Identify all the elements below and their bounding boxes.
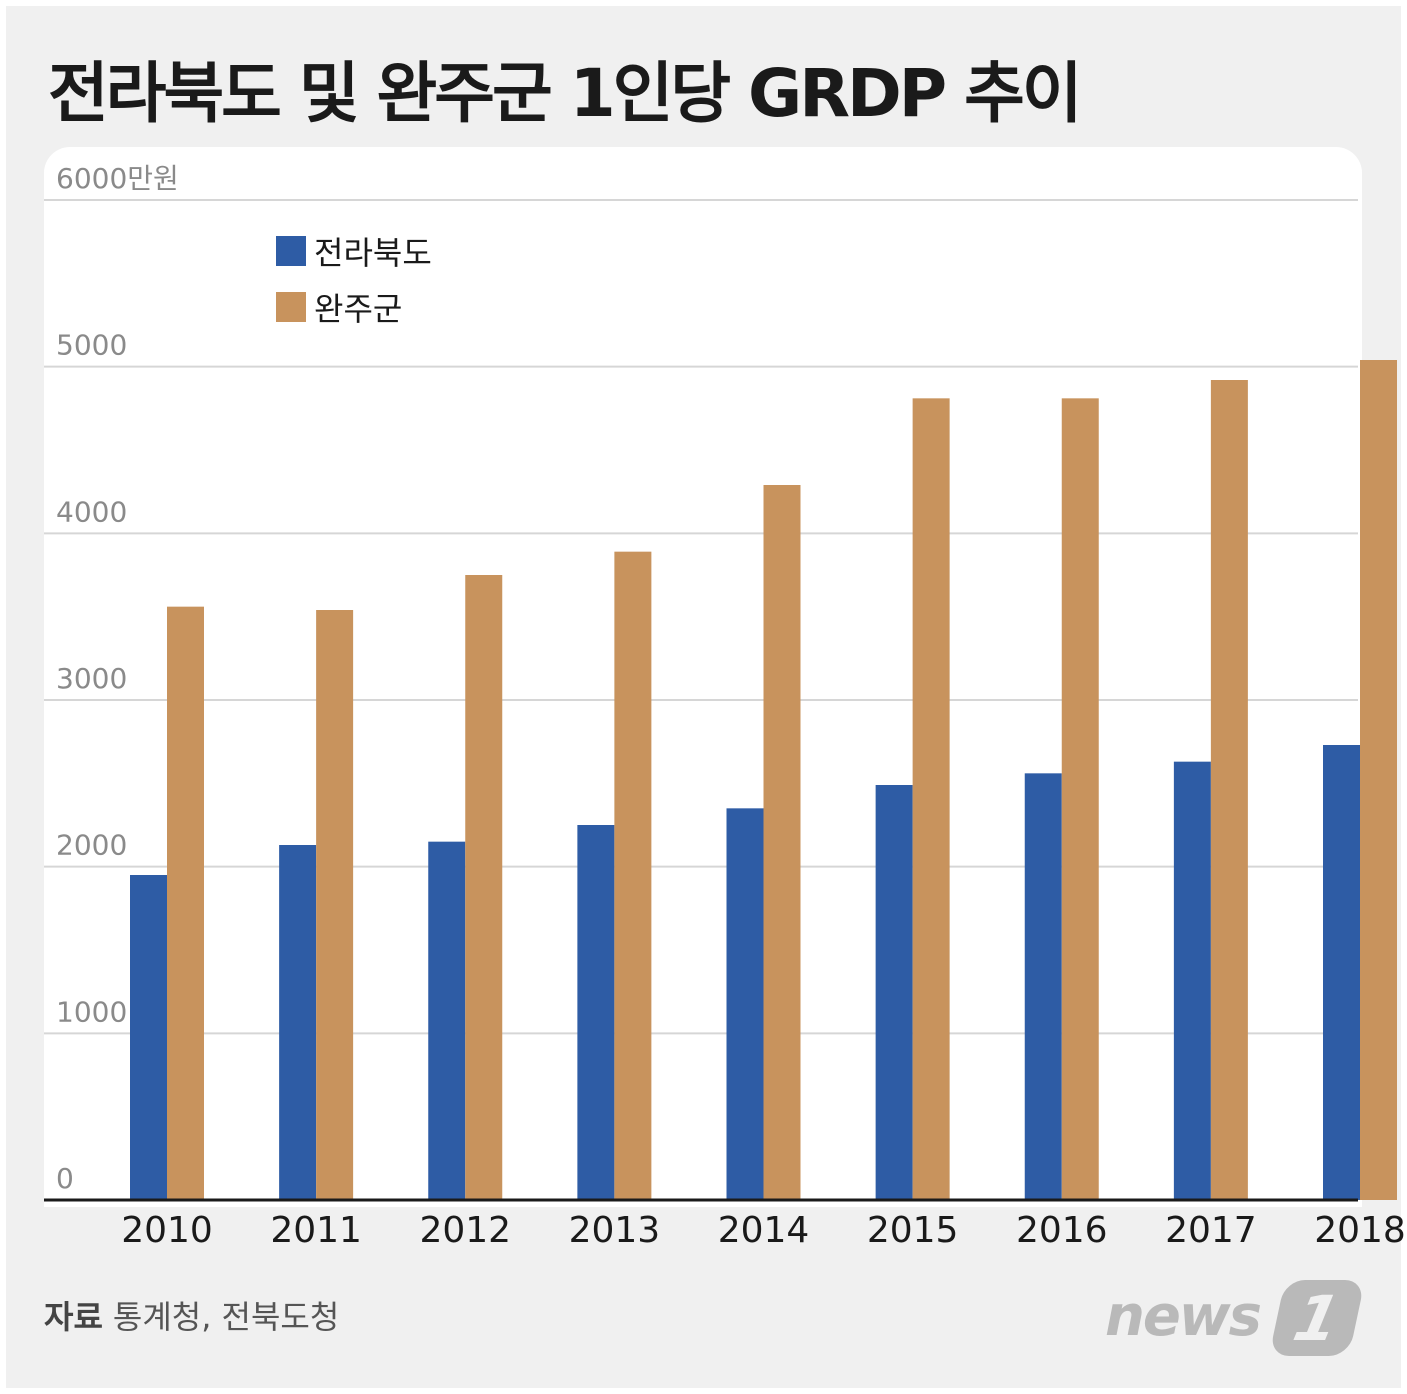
y-tick-label: 0 (56, 1162, 74, 1195)
source-label: 자료 (44, 1298, 103, 1336)
bar-jeonbuk (428, 841, 466, 1200)
x-tick-label: 2015 (867, 1210, 959, 1251)
y-tick-label: 6000만원 (56, 162, 179, 195)
x-tick-label: 2011 (270, 1210, 362, 1251)
bar-wanju (167, 606, 204, 1200)
bar-jeonbuk (577, 825, 615, 1200)
bar-jeonbuk (875, 785, 913, 1200)
chart-title: 전라북도 및 완주군 1인당 GRDP 추이 (48, 55, 1083, 132)
legend-swatch (276, 236, 306, 266)
y-tick-label: 4000 (56, 495, 127, 528)
y-tick-label: 2000 (56, 829, 127, 862)
y-tick-label: 5000 (56, 329, 127, 362)
legend-label: 완주군 (314, 290, 402, 328)
bar-jeonbuk (1323, 745, 1360, 1200)
x-tick-label: 2018 (1314, 1210, 1406, 1251)
bar-wanju (465, 575, 503, 1200)
bar-jeonbuk (1024, 773, 1062, 1200)
bar-wanju (912, 398, 950, 1200)
logo-mark: 1 (1268, 1280, 1366, 1356)
legend-label: 전라북도 (314, 234, 432, 272)
x-tick-label: 2013 (569, 1210, 661, 1251)
x-tick-label: 2010 (121, 1210, 213, 1251)
news1-logo: news 1 (1105, 1280, 1366, 1360)
x-tick-label: 2016 (1016, 1210, 1108, 1251)
y-tick-label: 1000 (56, 995, 127, 1028)
logo-text: news (1105, 1284, 1262, 1349)
source-note: 자료 통계청, 전북도청 (44, 1292, 339, 1338)
logo-mark-number: 1 (1287, 1282, 1347, 1355)
bar-jeonbuk (1173, 761, 1211, 1200)
chart-panel-base (44, 1100, 1362, 1207)
bar-wanju (316, 610, 354, 1200)
legend-swatch (276, 292, 306, 322)
bar-wanju (763, 485, 801, 1200)
bar-jeonbuk (130, 875, 167, 1200)
x-tick-label: 2014 (718, 1210, 810, 1251)
bar-wanju (1210, 380, 1248, 1200)
source-text: 통계청, 전북도청 (112, 1298, 340, 1336)
bar-wanju (1061, 398, 1099, 1200)
bar-jeonbuk (279, 845, 317, 1200)
bar-wanju (614, 551, 652, 1200)
bar-wanju (1360, 360, 1397, 1200)
chart-panel (44, 147, 1362, 1207)
y-tick-label: 3000 (56, 662, 127, 695)
x-tick-label: 2012 (419, 1210, 511, 1251)
x-tick-label: 2017 (1165, 1210, 1257, 1251)
bar-jeonbuk (726, 808, 764, 1200)
